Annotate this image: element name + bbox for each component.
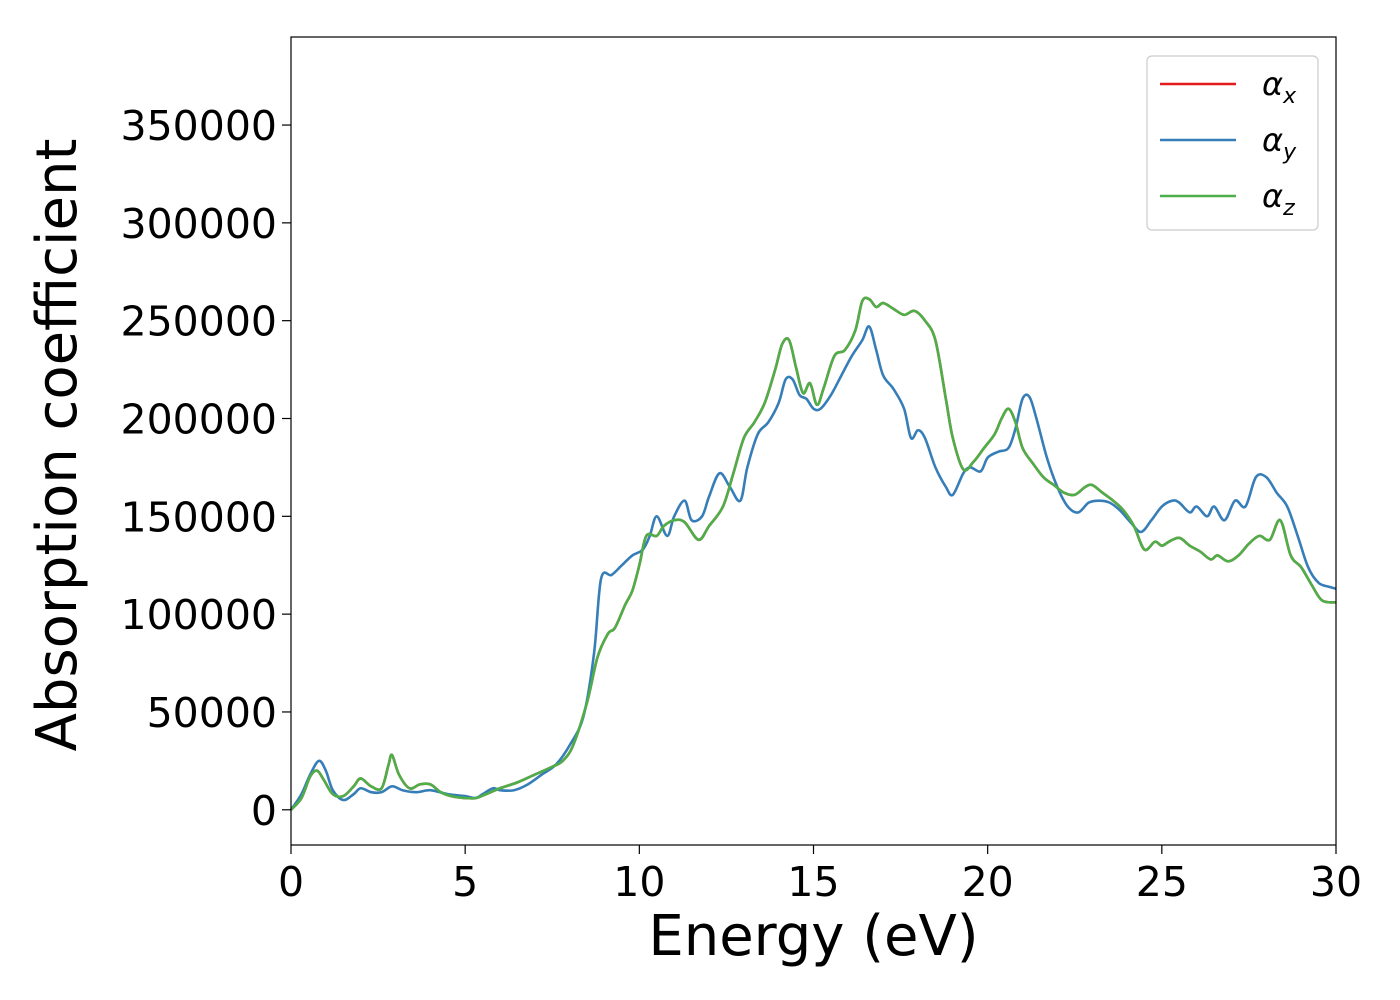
y-tick-label: 50000: [147, 689, 277, 737]
x-tick-label: 20: [962, 858, 1014, 906]
y-tick-label: 250000: [120, 298, 277, 346]
legend-label-z: αz: [1262, 177, 1295, 221]
y-tick-label: 200000: [120, 396, 277, 444]
x-tick-label: 10: [613, 858, 665, 906]
legend-subscript: x: [1282, 84, 1297, 109]
legend-subscript: y: [1282, 140, 1297, 165]
series-layer: [289, 296, 1337, 811]
y-tick-label: 350000: [120, 102, 277, 150]
y-tick-label: 150000: [120, 493, 277, 541]
y-axis: 0 50000 100000 150000 200000 250000 300000 3500…: [120, 102, 291, 835]
legend-subscript: z: [1282, 196, 1295, 221]
x-tick-label: 15: [787, 858, 839, 906]
x-axis: 0 5 10 15 20 25 30: [278, 845, 1362, 906]
legend-label-x: αx: [1262, 65, 1297, 109]
x-axis-title: Energy (eV): [648, 904, 978, 969]
x-tick-label: 0: [278, 858, 304, 906]
legend-box: [1146, 55, 1319, 231]
y-tick-label: 0: [251, 787, 277, 835]
legend-label-y: αy: [1262, 121, 1297, 165]
x-tick-label: 5: [452, 858, 478, 906]
x-tick-label: 30: [1310, 858, 1362, 906]
y-axis-title: Absorption coefficient: [25, 139, 90, 752]
y-tick-label: 100000: [120, 591, 277, 639]
series-line-y: [289, 325, 1337, 811]
series-line-z: [290, 296, 1337, 811]
x-tick-label: 25: [1136, 858, 1188, 906]
legend-symbol: α: [1262, 121, 1283, 159]
legend-symbol: α: [1262, 65, 1283, 103]
y-tick-label: 300000: [120, 200, 277, 248]
legend-symbol: α: [1262, 177, 1283, 215]
